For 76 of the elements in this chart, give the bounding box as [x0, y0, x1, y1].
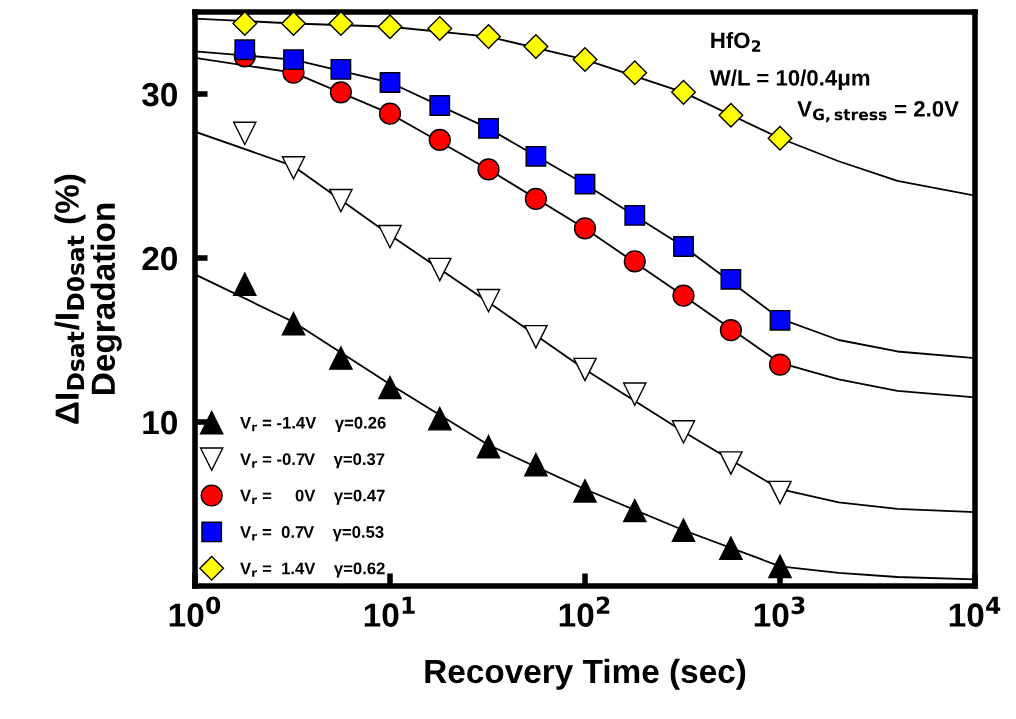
- point: [573, 479, 597, 503]
- x-axis-title: Recovery Time (sec): [425, 658, 746, 690]
- legend-label: V$_{r}$ = -1.4V γ=0.26: [240, 416, 386, 432]
- point: [477, 158, 500, 181]
- y-tick-label: 20: [142, 246, 177, 271]
- point: [427, 257, 452, 282]
- y-tick-label: 10: [143, 410, 177, 435]
- point: [622, 498, 647, 523]
- point: [623, 250, 646, 273]
- point: [768, 554, 792, 579]
- point: [379, 72, 401, 93]
- point: [283, 49, 304, 70]
- point: [769, 309, 791, 331]
- point: [377, 14, 403, 40]
- y-axis-title: ΔI$_{Dsat}$/I$_{D0sat}$ (%) Degradation: [54, 174, 122, 424]
- point: [281, 311, 306, 336]
- point: [329, 346, 353, 370]
- x-tick-label: 10$^{4}$: [949, 596, 1001, 627]
- point: [767, 125, 793, 151]
- annotation: W/L = 10/0.4μm: [709, 69, 870, 91]
- point: [574, 173, 596, 195]
- x-tick-label: 10$^{3}$: [754, 596, 805, 627]
- point: [524, 452, 548, 477]
- point: [720, 268, 742, 290]
- point: [718, 102, 744, 128]
- y-tick-label: 30: [142, 82, 177, 107]
- point: [671, 420, 696, 444]
- point: [232, 272, 257, 297]
- point: [768, 480, 792, 505]
- point: [671, 79, 696, 105]
- x-tick-label: 10$^{2}$: [559, 596, 610, 627]
- point: [328, 12, 354, 36]
- point: [622, 382, 647, 406]
- point: [428, 128, 451, 152]
- point: [768, 353, 792, 376]
- point: [672, 284, 695, 307]
- point: [719, 319, 743, 342]
- annotation: V$_{G,stress}$ = 2.0V: [797, 100, 959, 123]
- point: [329, 81, 353, 104]
- point: [476, 434, 501, 459]
- point: [330, 58, 352, 80]
- legend-label: V$_{r}$ = 0.7V γ=0.53: [240, 526, 384, 542]
- point: [671, 518, 696, 543]
- point: [673, 236, 694, 257]
- point: [622, 60, 648, 86]
- point: [624, 204, 646, 226]
- point: [524, 324, 548, 349]
- point: [572, 47, 598, 73]
- point: [719, 536, 743, 561]
- point: [476, 24, 501, 50]
- point: [234, 39, 256, 61]
- point: [427, 406, 452, 431]
- point: [281, 155, 306, 180]
- point: [429, 95, 451, 116]
- x-tick-label: 10$^{0}$: [169, 596, 221, 627]
- point: [329, 188, 353, 213]
- point: [427, 15, 453, 41]
- point: [523, 33, 549, 59]
- point: [378, 102, 402, 125]
- legend-label: V$_{r}$ = 1.4V γ=0.62: [240, 562, 385, 578]
- point: [573, 217, 597, 240]
- legend-label: V$_{r}$ = 0V γ=0.47: [240, 489, 385, 505]
- point: [719, 451, 743, 475]
- point: [378, 375, 402, 400]
- point: [524, 187, 548, 211]
- x-tick-label: 10$^{1}$: [364, 596, 415, 627]
- point: [478, 118, 499, 139]
- point: [232, 12, 258, 36]
- point: [525, 145, 547, 167]
- point: [476, 288, 501, 313]
- point: [232, 121, 257, 146]
- legend-label: V$_{r}$ = -0.7V γ=0.37: [240, 453, 385, 469]
- point: [281, 12, 306, 36]
- point: [573, 357, 597, 382]
- point: [378, 224, 402, 249]
- annotation: HfO$_{2}$: [711, 31, 761, 52]
